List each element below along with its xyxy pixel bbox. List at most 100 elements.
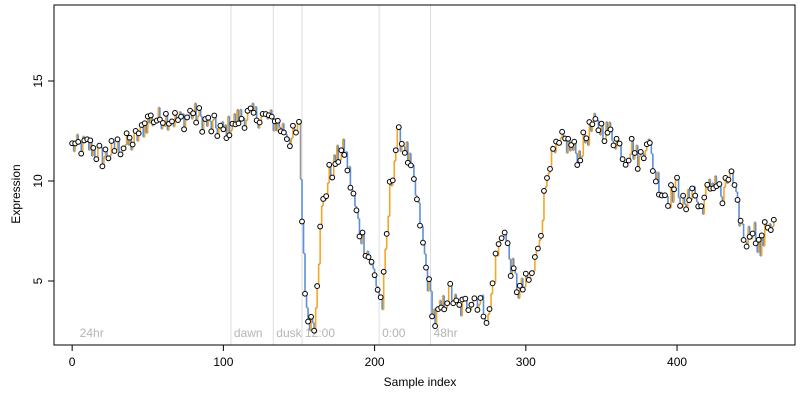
data-point-268 [474,306,481,313]
data-point-180 [341,152,348,158]
data-point-298 [519,286,526,293]
x-axis-title: Sample index [384,375,457,389]
y-tick-label-0: 5 [31,277,45,284]
data-point-398 [671,186,677,193]
data-point-30 [114,136,121,143]
data-point-322 [556,139,562,146]
data-point-172 [329,174,336,181]
data-point-366 [622,161,629,168]
data-point-332 [571,138,578,145]
y-tick-label-1: 10 [31,174,45,188]
x-tick-label-1: 100 [213,355,233,369]
data-point-52 [147,112,154,119]
data-point-66 [169,118,175,125]
data-point-256 [456,302,463,308]
data-point-48 [141,120,148,127]
data-point-288 [504,240,511,247]
data-point-372 [631,150,638,156]
data-point-420 [704,181,711,188]
data-point-382 [646,140,653,146]
data-point-44 [135,130,142,137]
data-point-304 [528,270,535,277]
data-point-352 [601,138,608,145]
data-point-22 [102,146,109,153]
data-point-188 [353,207,360,214]
data-point-408 [686,197,693,204]
data-point-190 [356,233,363,240]
data-point-120 [250,109,257,116]
data-point-26 [108,138,115,144]
data-point-234 [423,264,429,271]
data-point-148 [293,129,299,136]
data-point-82 [193,119,200,126]
axes: 0 100 200 300 400 5 10 15 [31,4,796,369]
data-point-278 [489,280,496,287]
x-tick-label-3: 300 [516,355,536,369]
data-point-316 [547,166,553,172]
data-point-132 [268,113,275,120]
data-point-312 [541,188,547,194]
data-point-206 [380,268,387,275]
data-point-358 [610,142,617,149]
data-point-340 [583,135,590,142]
y-tick-label-2: 15 [31,74,45,88]
data-point-176 [335,159,342,165]
data-point-110 [235,120,242,127]
data-point-324 [559,128,566,135]
data-point-334 [574,162,581,168]
data-point-262 [465,307,472,313]
phase-label-5: 48hr [434,326,458,340]
data-point-200 [371,272,378,279]
data-point-86 [199,128,206,135]
data-point-14 [90,144,97,151]
data-point-458 [761,219,768,225]
data-point-386 [652,178,659,185]
data-point-84 [196,105,203,111]
data-point-392 [662,192,668,199]
y-axis-title: Expression [9,164,23,223]
data-point-160 [311,327,318,334]
data-point-276 [486,306,493,312]
data-point-394 [665,203,671,209]
data-point-74 [181,126,187,133]
data-point-38 [126,134,133,141]
data-point-104 [226,132,233,139]
data-point-368 [625,157,632,164]
x-tick-label-0: 0 [69,355,76,369]
data-point-146 [290,122,296,129]
data-point-158 [308,313,314,320]
data-point-462 [767,227,774,233]
phase-markers: 24hr dawn dusk 12:00 0:00 48hr [80,5,458,345]
data-point-450 [749,230,756,237]
data-point-286 [501,229,508,236]
phase-label-0: 24hr [80,326,104,340]
data-point-246 [441,306,448,313]
data-point-232 [420,239,426,246]
data-point-254 [453,297,460,304]
data-point-228 [414,196,420,203]
data-point-236 [426,276,432,283]
data-point-272 [480,313,487,320]
phase-label-1: dawn [234,326,263,340]
data-point-410 [689,185,696,192]
data-point-40 [129,141,136,148]
data-point-196 [365,254,372,260]
data-point-226 [411,176,417,182]
data-point-156 [305,318,311,325]
data-point-306 [531,254,538,260]
data-point-214 [392,147,399,154]
data-point-170 [326,161,333,168]
data-point-58 [156,116,163,123]
data-point-6 [78,150,85,157]
data-point-456 [758,232,765,239]
data-point-300 [522,270,529,277]
data-point-442 [737,217,744,224]
data-point-264 [468,301,475,308]
data-point-98 [217,122,224,129]
data-point-406 [683,206,690,213]
data-point-314 [544,175,550,181]
x-tick-label-4: 400 [667,355,687,369]
phase-label-4: 0:00 [382,326,406,340]
